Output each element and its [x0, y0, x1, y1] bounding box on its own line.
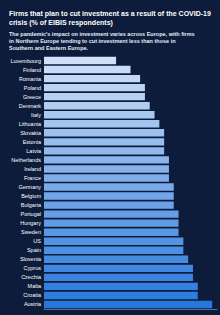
svg-text:Luxembourg: Luxembourg — [10, 58, 41, 64]
svg-text:Estonia: Estonia — [23, 139, 42, 145]
svg-text:Czechia: Czechia — [21, 274, 42, 280]
svg-text:Latvia: Latvia — [26, 148, 42, 154]
svg-text:Spain: Spain — [27, 247, 41, 253]
svg-text:Austria: Austria — [24, 301, 42, 307]
svg-text:Portugal: Portugal — [21, 211, 42, 217]
svg-text:France: France — [24, 175, 41, 181]
svg-text:Hungary: Hungary — [20, 220, 41, 226]
svg-text:Germany: Germany — [18, 184, 41, 190]
svg-text:Greece: Greece — [23, 94, 41, 100]
svg-text:Lithuania: Lithuania — [19, 121, 42, 127]
svg-text:Southern and Eastern Europe.: Southern and Eastern Europe. — [9, 45, 89, 51]
svg-text:Italy: Italy — [31, 112, 41, 118]
svg-text:Cyprus: Cyprus — [24, 265, 42, 271]
svg-text:Firms that plan to cut investm: Firms that plan to cut investment as a r… — [9, 10, 213, 18]
svg-text:Malta: Malta — [28, 283, 42, 289]
svg-text:Ireland: Ireland — [24, 166, 41, 172]
svg-text:Bulgaria: Bulgaria — [21, 202, 42, 208]
svg-text:Sweden: Sweden — [21, 229, 41, 235]
svg-text:Croatia: Croatia — [23, 292, 42, 298]
svg-text:Slovakia: Slovakia — [20, 130, 42, 136]
svg-text:Slovenia: Slovenia — [20, 256, 42, 262]
svg-text:US: US — [33, 238, 41, 244]
svg-text:Netherlands: Netherlands — [11, 157, 41, 163]
svg-text:Poland: Poland — [24, 85, 41, 91]
svg-text:crisis (% of EIBIS respondents: crisis (% of EIBIS respondents) — [9, 19, 113, 27]
svg-text:in Northern Europe tending to: in Northern Europe tending to cut invest… — [9, 38, 177, 44]
svg-text:The pandemic's impact on inves: The pandemic's impact on investment vari… — [9, 31, 196, 37]
svg-text:Finland: Finland — [23, 67, 41, 73]
svg-text:Belgium: Belgium — [21, 193, 41, 199]
svg-text:Romania: Romania — [19, 76, 42, 82]
svg-text:Denmark: Denmark — [19, 103, 42, 109]
